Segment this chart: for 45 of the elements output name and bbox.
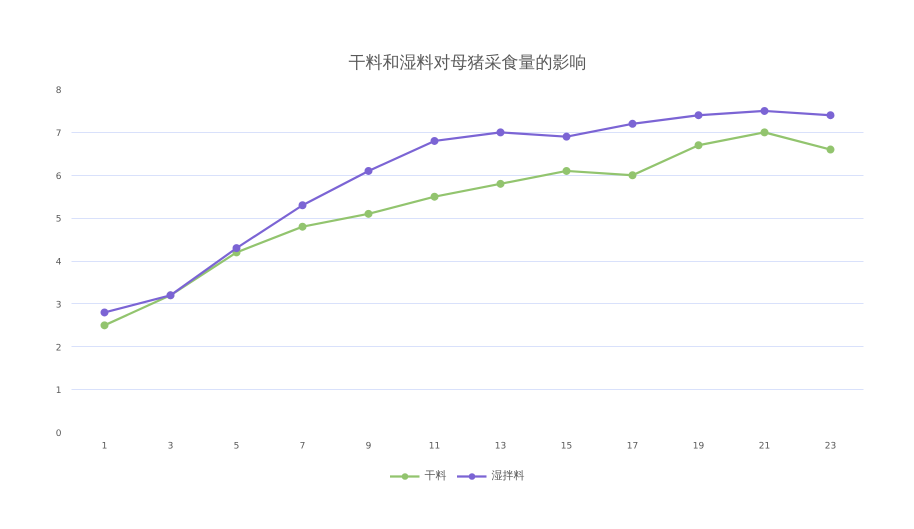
x-tick-label: 15 [560, 442, 572, 452]
x-tick-label: 21 [758, 442, 770, 452]
x-tick-label: 7 [300, 442, 306, 452]
x-tick-label: 9 [366, 442, 372, 452]
x-tick-label: 17 [626, 442, 638, 452]
x-tick-label: 13 [494, 442, 506, 452]
point [562, 166, 570, 175]
point [496, 128, 504, 136]
y-tick-label: 4 [56, 258, 62, 268]
y-tick-label: 0 [56, 429, 62, 439]
point [826, 146, 834, 154]
point [694, 111, 702, 120]
y-tick-label: 3 [56, 300, 62, 310]
point [298, 222, 306, 231]
point [628, 171, 636, 180]
x-tick-label: 3 [168, 442, 174, 452]
point [628, 120, 636, 128]
y-tick-label: 8 [56, 86, 62, 96]
point [694, 141, 702, 150]
point [232, 244, 240, 252]
y-tick-label: 1 [56, 386, 62, 396]
point [364, 166, 372, 175]
y-tick-label: 6 [56, 172, 62, 182]
point [760, 128, 768, 136]
point [430, 136, 438, 145]
x-tick-label: 11 [428, 442, 440, 452]
point [826, 111, 834, 120]
x-tick-label: 23 [824, 442, 836, 452]
y-tick-label: 7 [56, 128, 62, 139]
legend-label: 湿拌料 [492, 468, 524, 483]
point [430, 192, 438, 201]
point [496, 180, 504, 188]
point [100, 321, 108, 330]
legend-label: 干料 [424, 468, 446, 483]
x-tick-label: 5 [234, 442, 240, 452]
point [760, 106, 768, 115]
point [100, 308, 108, 316]
x-tick-label: 1 [102, 442, 108, 452]
point [298, 201, 306, 210]
point [562, 132, 570, 141]
x-tick-label: 19 [692, 442, 704, 452]
y-tick-label: 5 [56, 214, 62, 225]
chart-title: 干料和湿料对母猪采食量的影响 [348, 53, 586, 73]
point [364, 210, 372, 218]
y-tick-label: 2 [56, 343, 62, 354]
